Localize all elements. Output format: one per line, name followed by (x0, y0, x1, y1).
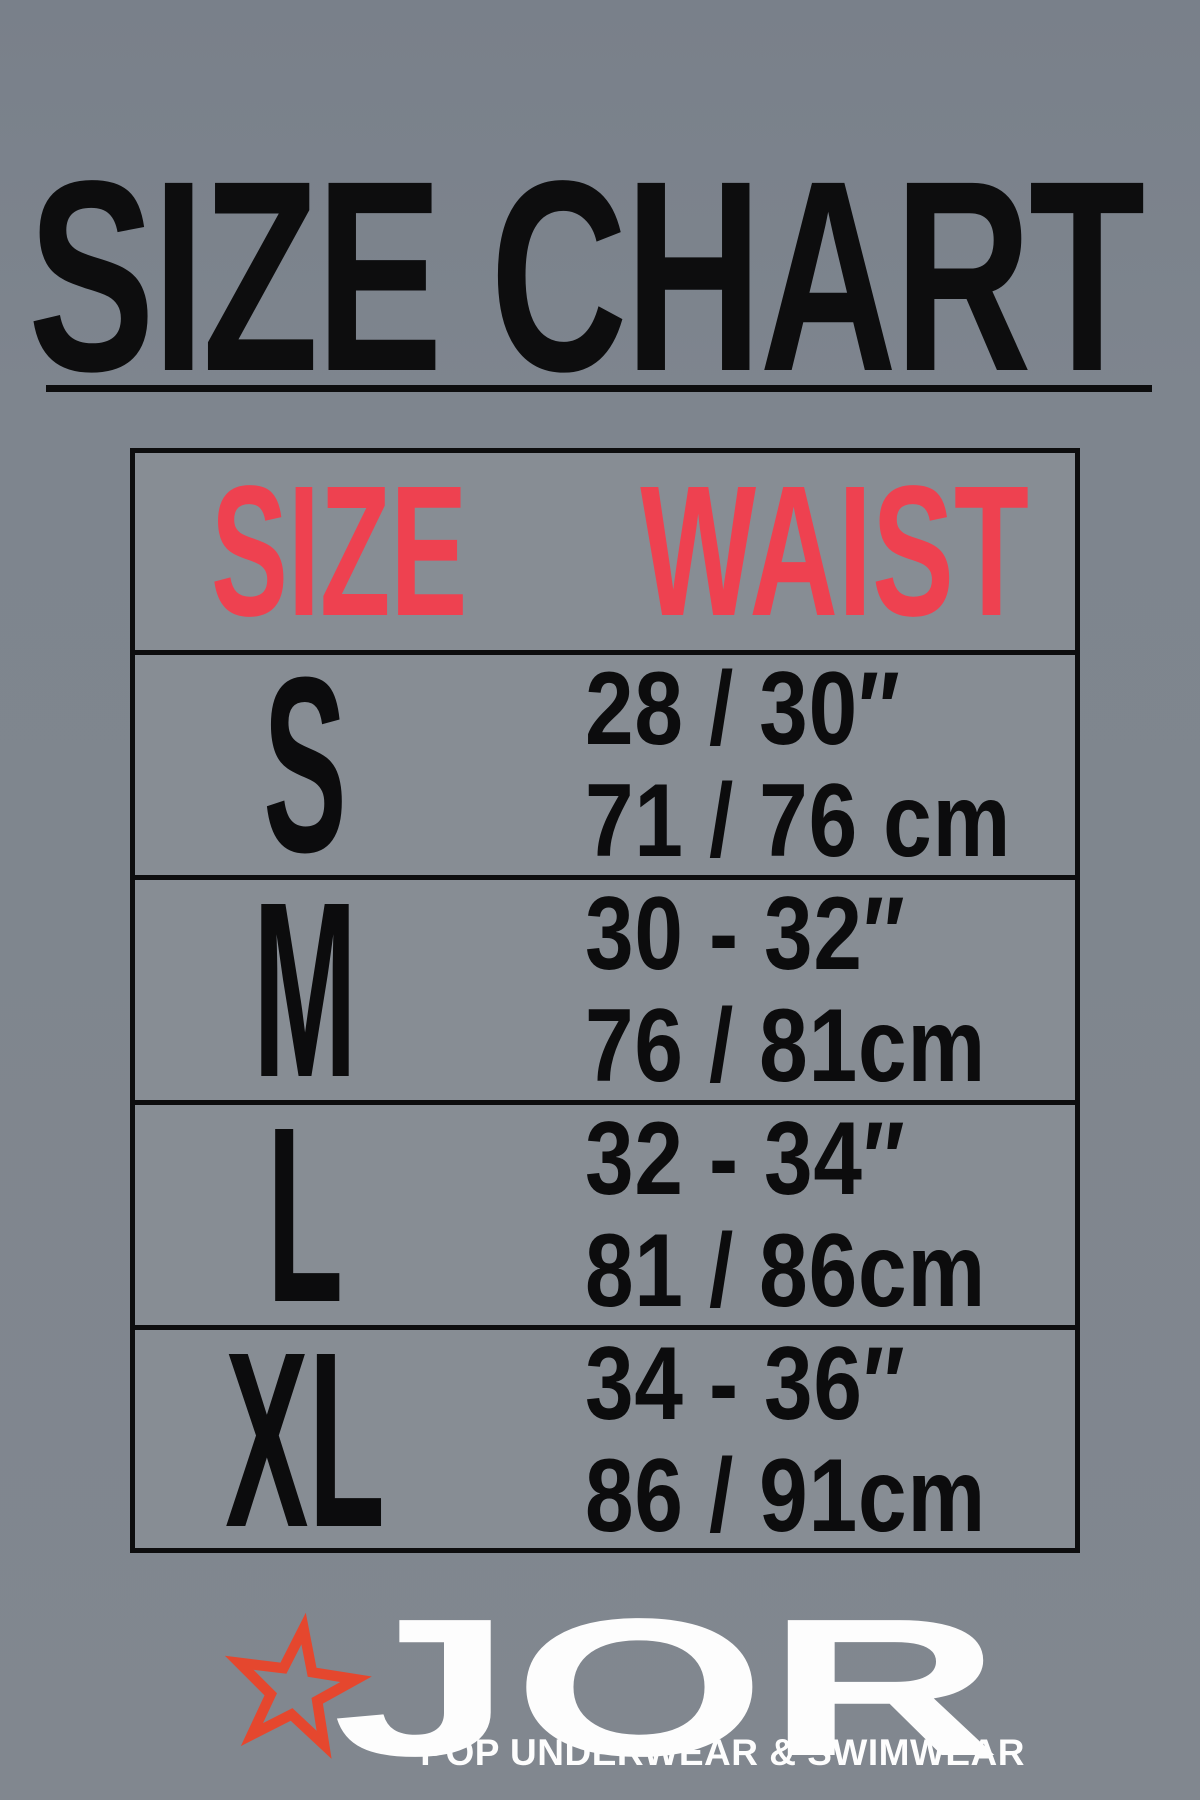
page-title: SIZE CHART (28, 124, 1145, 428)
waist-inches: 32 - 34″ (585, 1101, 906, 1217)
waist-inches: 30 - 32″ (585, 876, 906, 992)
waist-cm: 71 / 76 cm (585, 763, 1012, 879)
size-value: M (252, 850, 358, 1129)
table-row-xl: XL 34 - 36″ 86 / 91cm (135, 1300, 1075, 1579)
star-icon (224, 1612, 372, 1759)
waist-cell: 32 - 34″ 81 / 86cm (475, 1107, 1075, 1323)
table-row-m: M 30 - 32″ 76 / 81cm (135, 850, 1075, 1129)
table-row-l: L 32 - 34″ 81 / 86cm (135, 1075, 1075, 1354)
waist-cell: 28 / 30″ 71 / 76 cm (475, 657, 1092, 873)
brand-logo-text: JOR (332, 1578, 1002, 1797)
size-table: SIZE WAIST S 28 / 30″ 71 / 76 cm M 30 - … (130, 448, 1080, 1579)
size-value: XL (225, 1300, 385, 1579)
waist-inches: 28 / 30″ (585, 651, 901, 767)
waist-cm: 86 / 91cm (585, 1438, 986, 1554)
table-header-row: SIZE WAIST (135, 453, 1075, 650)
column-header-size: SIZE (211, 447, 468, 655)
size-value: L (266, 1075, 344, 1354)
waist-inches: 34 - 36″ (585, 1326, 906, 1442)
table-row-s: S 28 / 30″ 71 / 76 cm (135, 625, 1075, 904)
title-underline (46, 385, 1152, 392)
column-header-waist: WAIST (640, 447, 1029, 655)
brand-tagline: POP UNDERWEAR & SWIMWEAR (420, 1732, 1025, 1773)
waist-cm: 76 / 81cm (585, 988, 986, 1104)
waist-cell: 30 - 32″ 76 / 81cm (475, 882, 1075, 1098)
waist-cell: 34 - 36″ 86 / 91cm (475, 1332, 1075, 1548)
waist-cm: 81 / 86cm (585, 1213, 986, 1329)
size-value: S (263, 625, 347, 904)
